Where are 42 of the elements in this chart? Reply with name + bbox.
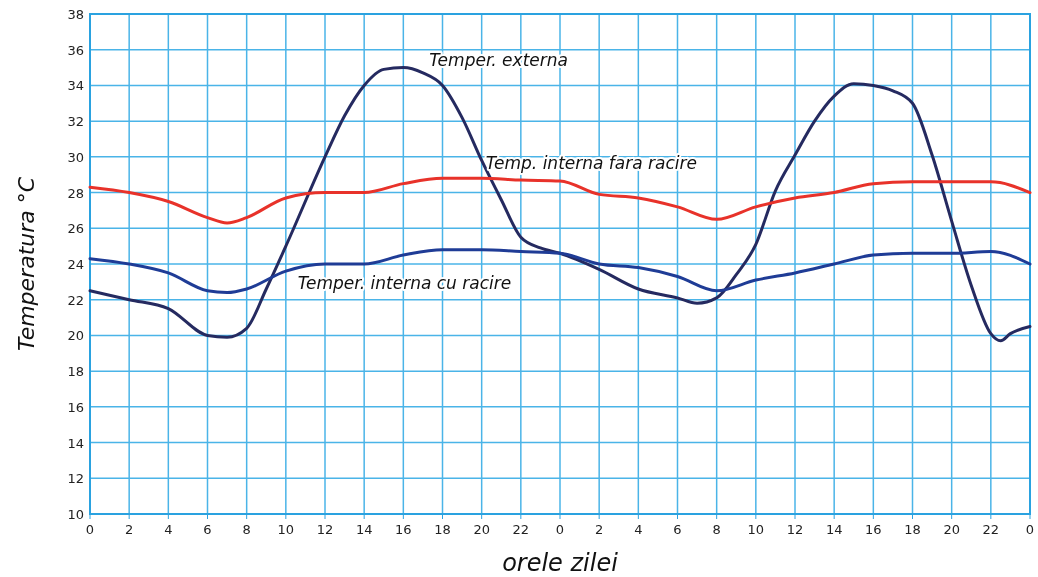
x-tick-label: 18 <box>434 522 451 537</box>
x-tick-label: 22 <box>512 522 530 537</box>
y-axis-title: Temperatura °C <box>14 176 39 352</box>
x-tick-label: 22 <box>982 522 1000 537</box>
y-tick-label: 20 <box>67 328 84 344</box>
x-tick-label: 6 <box>673 522 682 537</box>
x-tick-label: 0 <box>85 522 95 537</box>
y-tick-label: 34 <box>67 78 84 94</box>
x-tick-label: 4 <box>634 522 643 537</box>
x-tick-label: 14 <box>355 522 373 537</box>
x-tick-label: 2 <box>125 522 134 537</box>
x-tick-label: 10 <box>277 522 295 537</box>
y-tick-label: 22 <box>67 292 84 308</box>
y-tick-label: 10 <box>67 507 84 522</box>
x-tick-label: 6 <box>203 522 212 537</box>
x-tick-label: 2 <box>595 522 604 537</box>
y-tick-label: 38 <box>67 7 84 22</box>
x-tick-label: 12 <box>786 522 804 537</box>
y-tick-label: 16 <box>67 399 84 415</box>
y-tick-label: 26 <box>67 221 84 237</box>
x-tick-label: 8 <box>242 522 251 537</box>
y-tick-label: 12 <box>67 471 84 487</box>
y-tick-label: 28 <box>67 185 84 201</box>
x-tick-label: 4 <box>164 522 173 537</box>
y-tick-label: 14 <box>67 435 84 451</box>
x-tick-label: 16 <box>395 522 412 537</box>
x-tick-label: 18 <box>904 522 921 537</box>
x-tick-label: 16 <box>865 522 882 537</box>
x-tick-label: 20 <box>473 522 490 537</box>
x-tick-label: 12 <box>316 522 334 537</box>
x-tick-label: 14 <box>825 522 843 537</box>
x-tick-label: 8 <box>712 522 721 537</box>
x-tick-label: 0 <box>555 522 565 537</box>
x-tick-label: 20 <box>943 522 960 537</box>
y-tick-label: 24 <box>67 257 84 272</box>
x-axis-title: orele zilei <box>502 549 619 577</box>
y-tick-label: 36 <box>67 42 84 58</box>
x-tick-label: 10 <box>747 522 765 537</box>
y-tick-label: 30 <box>67 149 84 165</box>
x-tick-label: 0 <box>1025 522 1035 537</box>
y-tick-label: 32 <box>67 114 84 130</box>
y-tick-label: 18 <box>67 364 84 380</box>
